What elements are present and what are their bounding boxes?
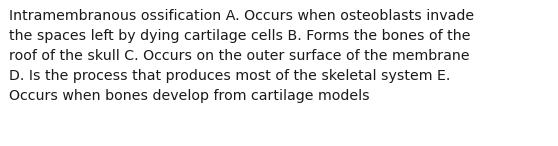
Text: Intramembranous ossification A. Occurs when osteoblasts invade
the spaces left b: Intramembranous ossification A. Occurs w… (9, 9, 474, 103)
